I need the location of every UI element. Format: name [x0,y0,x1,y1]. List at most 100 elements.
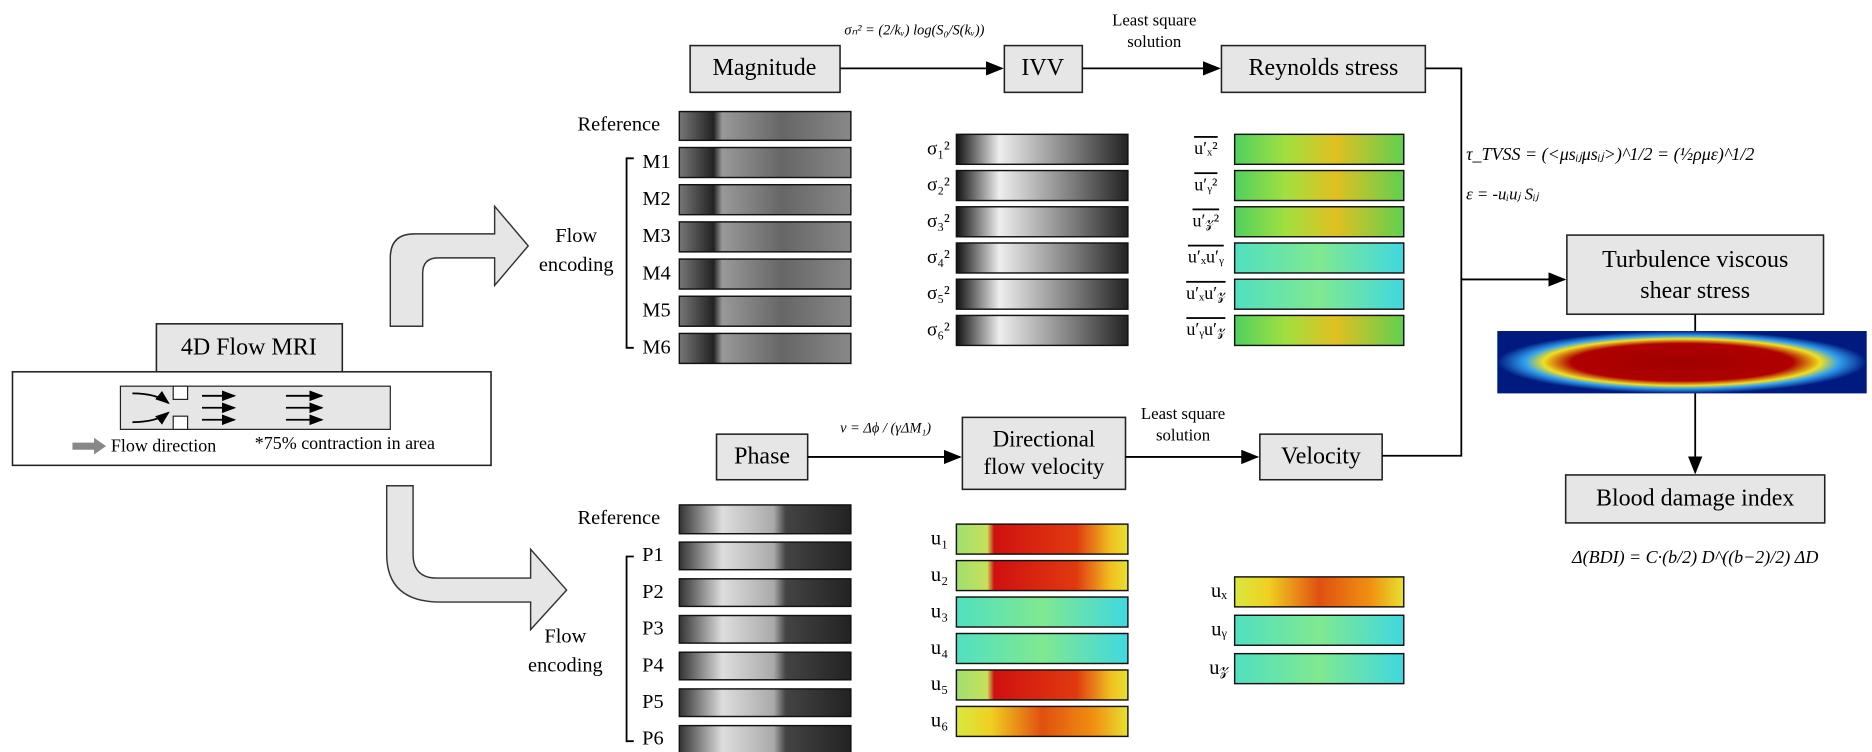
image-panel [956,634,1128,664]
stenosis [173,416,187,429]
row-label: M6 [642,337,670,359]
row-label: σ₄² [927,247,950,268]
row-label: M5 [642,300,670,322]
bdi-equation: Δ(BDI) = C·(b/2) D^((b−2)/2) ΔD [1571,547,1818,568]
reynolds-title: Reynolds stress [1248,55,1398,81]
row-label: u₆ [931,710,948,732]
ivv-equation: σₙ² = (2/kᵥ) log(S₀/S(kᵥ)) [844,22,984,38]
velocity-title: Velocity [1281,444,1361,470]
image-panel [1235,279,1404,309]
row-label: u₂ [931,564,948,586]
image-panel [1235,315,1404,345]
bdi-title: Blood damage index [1596,486,1794,512]
row-label: P3 [642,618,664,640]
bracket [627,158,634,347]
image-panel [956,243,1128,273]
row-label: σ₂² [927,175,950,196]
encoding-label: Flow [555,225,597,247]
row-label: P1 [642,544,664,566]
image-panel [1235,207,1404,237]
tvss-equation: ε = -uᵢuⱼ Sᵢⱼ [1466,184,1540,203]
image-panel [679,689,851,717]
image-panel [1235,243,1404,273]
legend-label: Flow direction [111,435,216,455]
image-panel [679,726,851,752]
image-panel [679,185,851,215]
tvss-equation: τ_TVSS = (<μsᵢⱼμsᵢⱼ>)^1/2 = (½ρμε)^1/2 [1466,144,1754,165]
row-label: u₄ [931,637,948,659]
row-label: M3 [642,225,670,247]
row-label: uₓ [1211,580,1227,602]
image-panel [679,222,851,252]
row-label: u𝓏 [1209,657,1229,679]
row-label: M4 [642,262,670,284]
image-panel [679,333,851,363]
image-panel [679,616,851,644]
image-panel [956,134,1128,164]
image-panel [956,171,1128,201]
source-title: 4D Flow MRI [181,335,317,361]
image-panel [956,670,1128,700]
image-panel [679,505,851,534]
image-panel [956,207,1128,237]
image-panel [956,597,1128,627]
directional-title: Directional [993,427,1095,452]
arrow-down [387,486,567,630]
directional-title: flow velocity [984,454,1105,479]
image-panel [679,296,851,326]
image-panel [1235,134,1404,164]
phase-equation: v = Δϕ / (γΔM₁) [840,421,931,437]
image-panel [956,315,1128,345]
row-label: P5 [642,691,664,713]
row-label: P4 [642,654,664,676]
row-label: u′ᵧ² [1194,174,1217,195]
row-label: P6 [642,728,664,750]
row-label: u₁ [931,527,948,549]
row-label: u₅ [931,673,948,695]
row-label: M2 [642,188,670,210]
row-label: M1 [642,151,670,173]
solution-label: solution [1156,425,1211,444]
image-panel [679,148,851,178]
row-label: P2 [642,581,664,603]
solution-label: solution [1127,32,1182,51]
row-label: u′ₓu′𝓏 [1186,283,1226,303]
image-panel [1235,577,1404,607]
row-label: u′ₓu′ᵧ [1188,247,1224,268]
row-label: Reference [578,114,661,136]
image-panel [679,579,851,607]
image-panel [956,561,1128,591]
magnitude-title: Magnitude [713,55,817,81]
phantom-channel [120,386,390,429]
solution-label: Least square [1141,404,1225,423]
note: *75% contraction in area [255,433,435,453]
row-label: σ₆² [927,319,950,340]
row-label: u₃ [931,600,948,622]
encoding-label: encoding [539,254,614,276]
row-label: u′ᵧu′𝓏 [1186,319,1226,340]
row-label: σ₁² [927,138,950,159]
tvss-title: shear stress [1640,278,1750,304]
image-panel [679,112,851,141]
encoding-label: encoding [528,655,603,677]
image-panel [1235,615,1404,645]
tvss-title: Turbulence viscous [1602,247,1788,273]
row-label: u′ₓ² [1194,138,1218,158]
arrow-up [390,206,528,326]
bracket [627,557,634,742]
image-panel [956,279,1128,309]
row-label: u′𝓏² [1193,210,1220,230]
row-label: σ₃² [927,211,950,232]
stenosis [173,386,187,399]
image-panel [956,524,1128,554]
image-panel [1235,654,1404,684]
image-panel [679,652,851,680]
image-panel [956,706,1128,736]
row-label: Reference [578,507,661,529]
diagram: 4D Flow MRI Flow direction *75% contract… [0,0,1872,752]
tvss-map [1497,331,1866,393]
row-label: uᵧ [1211,619,1227,641]
ivv-title: IVV [1021,55,1064,81]
image-panel [679,542,851,570]
encoding-label: Flow [544,626,586,648]
